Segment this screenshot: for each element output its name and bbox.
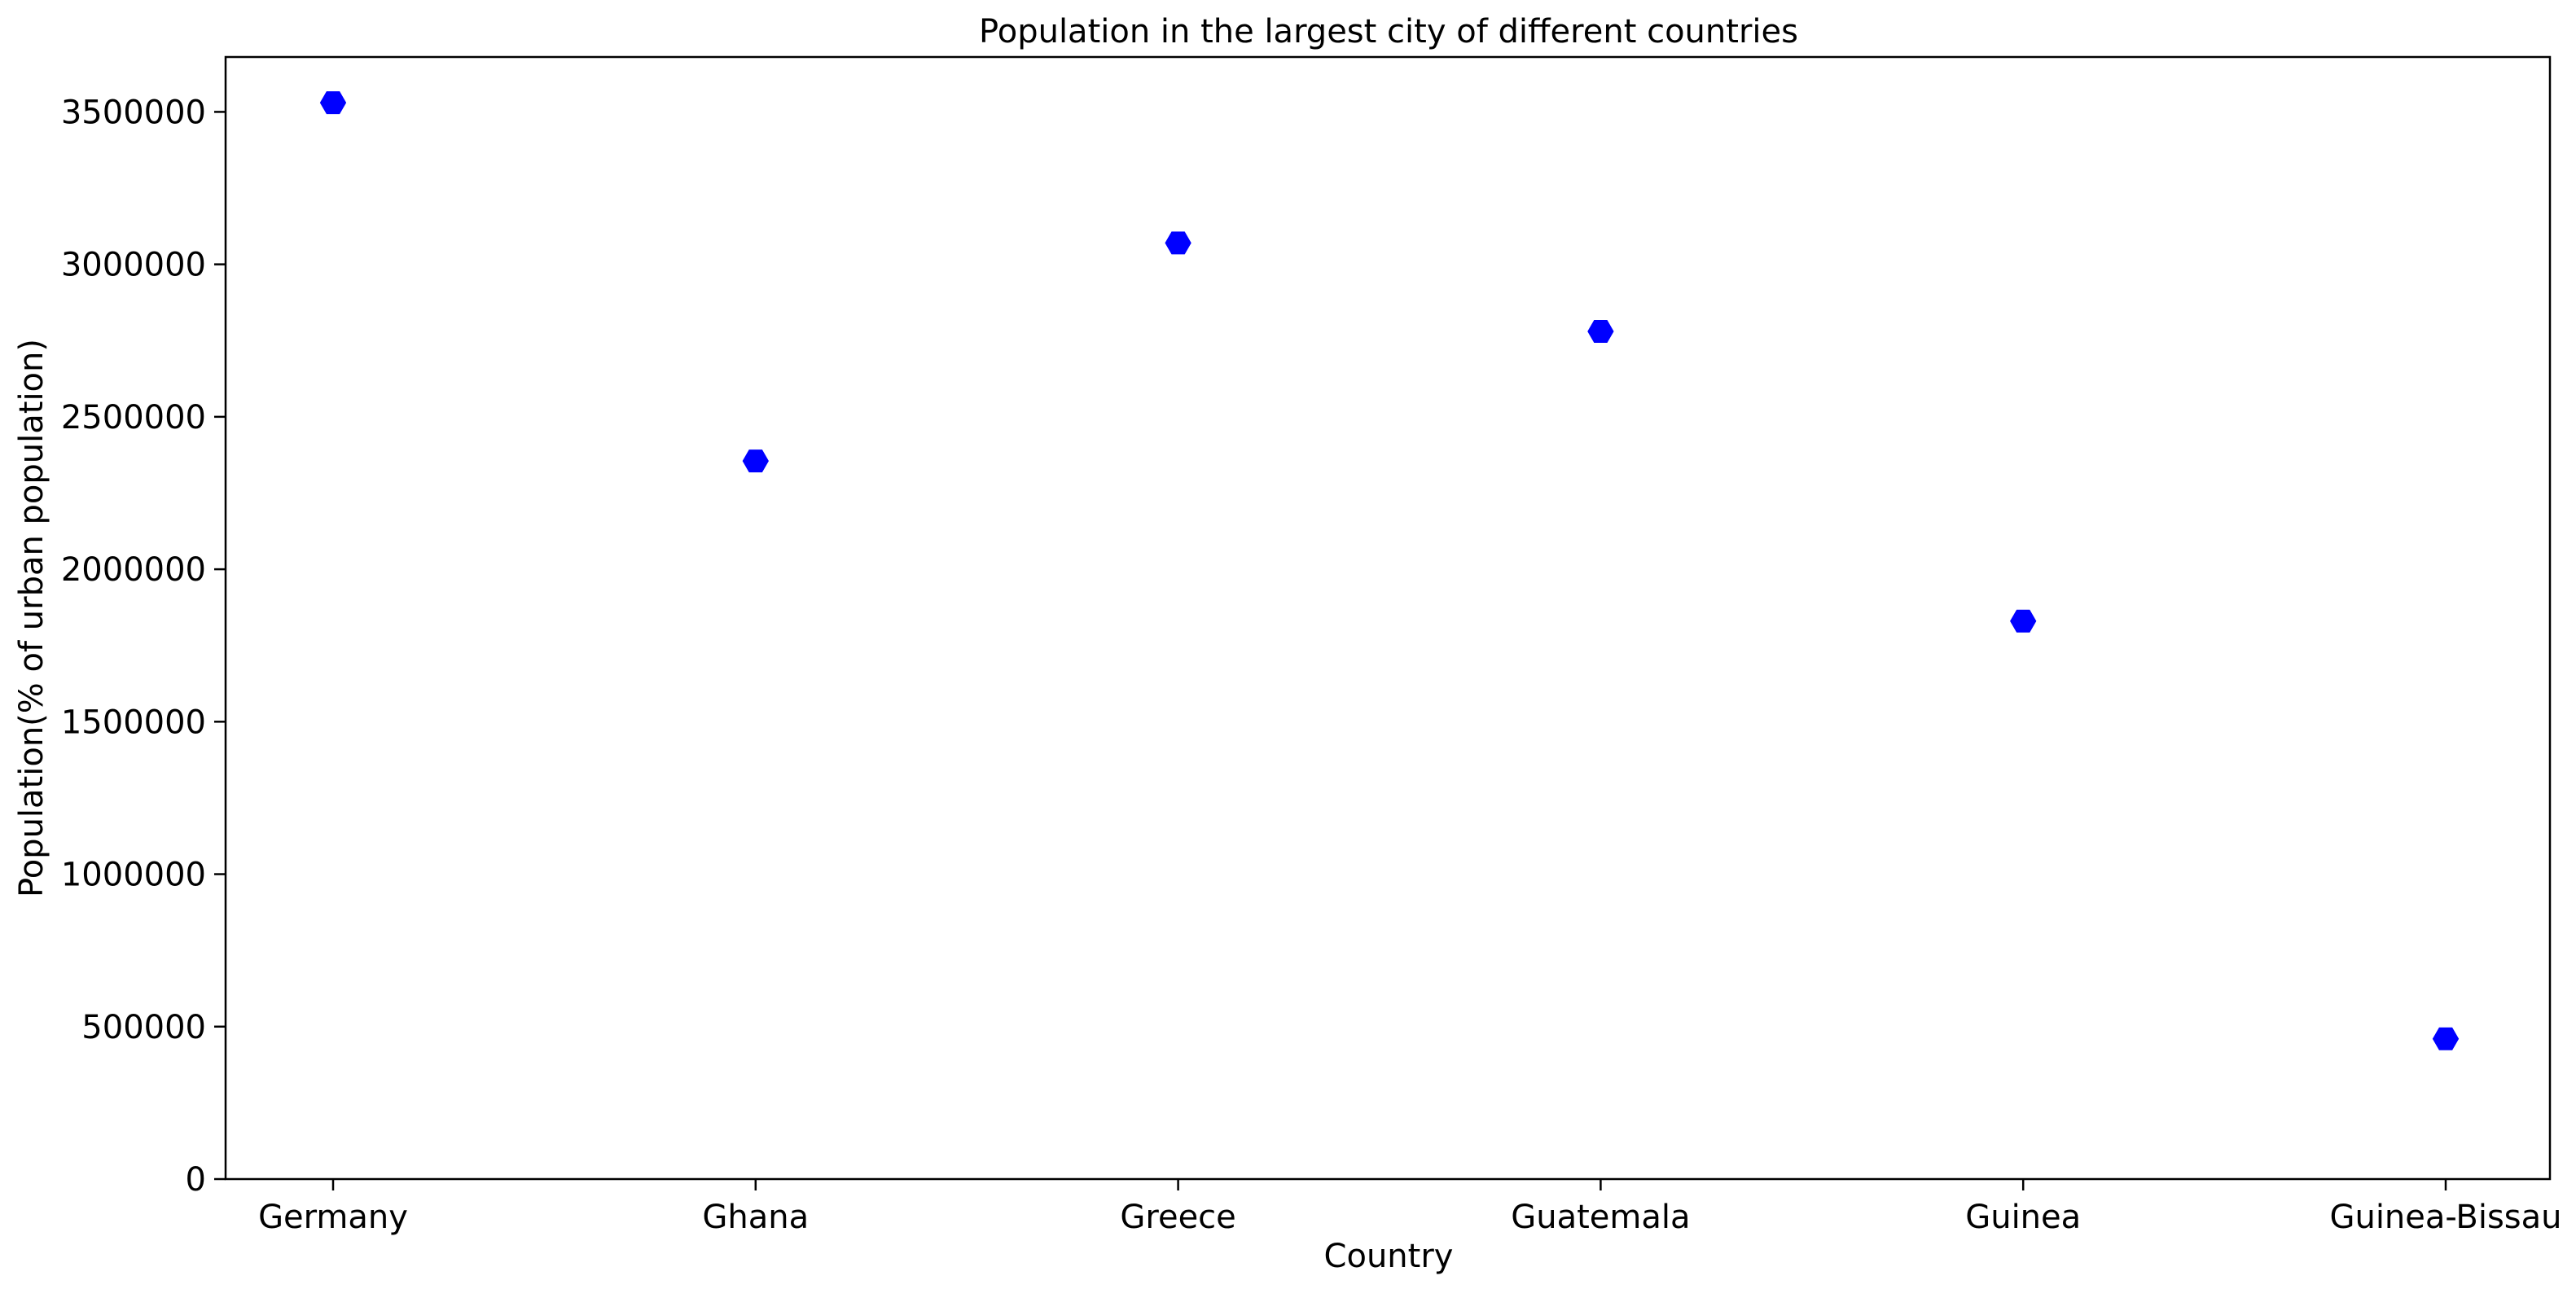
y-tick-label: 3000000	[61, 247, 206, 284]
x-tick-label: Ghana	[702, 1199, 809, 1236]
data-point-germany	[319, 91, 347, 115]
y-tick-label: 1500000	[61, 704, 206, 741]
data-point-greece	[1165, 231, 1191, 255]
y-axis: 0 500000 1000000 1500000 2000000 2500000 30000…	[61, 94, 226, 1199]
plot-area-frame	[224, 55, 2552, 1181]
x-tick-label: Guinea-Bissau	[2329, 1199, 2561, 1236]
y-tick-label: 500000	[81, 1009, 206, 1046]
y-axis-title: Population(% of urban population)	[13, 339, 50, 897]
x-axis: Germany Ghana Greece Guatemala Guinea Guinea-…	[258, 1179, 2562, 1236]
x-axis-title: Country	[1324, 1238, 1454, 1275]
x-tick-label: Guinea	[1965, 1199, 2081, 1236]
x-tick-label: Guatemala	[1511, 1199, 1690, 1236]
y-tick-label: 2500000	[61, 399, 206, 436]
y-tick-label: 2000000	[61, 551, 206, 589]
y-tick-label: 3500000	[61, 94, 206, 131]
x-tick-label: Germany	[258, 1199, 408, 1236]
data-point-ghana	[742, 449, 769, 473]
data-point-guinea-bissau	[2432, 1027, 2460, 1050]
x-tick-label: Greece	[1120, 1199, 1235, 1236]
data-point-guatemala	[1587, 320, 1614, 343]
y-tick-label: 0	[186, 1161, 206, 1199]
data-point-guinea	[2010, 609, 2037, 633]
y-tick-label: 1000000	[61, 857, 206, 894]
chart-title: Population in the largest city of differ…	[979, 13, 1798, 50]
data-points	[319, 91, 2460, 1050]
